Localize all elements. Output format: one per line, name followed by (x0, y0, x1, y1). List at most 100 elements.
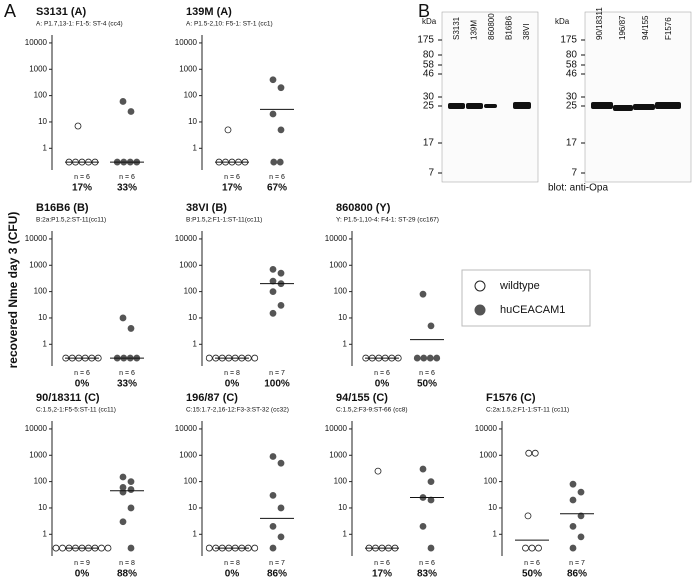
y-tick-label: 1000 (179, 260, 197, 269)
percent-label: 100% (264, 379, 290, 390)
n-label: n = 7 (269, 370, 285, 377)
y-tick-label: 10 (38, 117, 47, 126)
y-tick-label: 10 (38, 313, 47, 322)
percent-label: 0% (375, 379, 390, 390)
percent-label: 86% (567, 569, 587, 580)
data-point (577, 533, 585, 541)
legend-marker (474, 280, 486, 292)
y-tick-label: 1 (343, 529, 348, 538)
data-point (269, 544, 277, 552)
data-point (269, 265, 277, 273)
chart-title: B16B6 (B) (36, 202, 89, 214)
y-tick-label: 1 (493, 529, 498, 538)
kda-marker: 7 (571, 168, 577, 179)
percent-label: 33% (117, 183, 137, 194)
n-label: n = 6 (374, 370, 390, 377)
percent-label: 17% (72, 183, 92, 194)
panel-label: B (418, 1, 430, 21)
y-tick-label: 1 (43, 339, 48, 348)
data-point (251, 354, 259, 362)
y-tick-label: 1000 (179, 64, 197, 73)
blot-left (441, 11, 539, 183)
data-point (577, 512, 585, 520)
data-point (127, 108, 135, 115)
lane-label: 38VI (522, 24, 531, 40)
n-label: n = 6 (524, 560, 540, 567)
lane-label: S3131 (452, 16, 461, 40)
y-tick-label: 10 (338, 313, 347, 322)
n-label: n = 7 (269, 560, 285, 567)
data-point (270, 158, 278, 166)
y-tick-label: 10000 (175, 234, 198, 243)
data-point (251, 544, 259, 552)
data-point (119, 488, 127, 496)
y-tick-label: 10 (338, 503, 347, 512)
percent-label: 67% (267, 183, 287, 194)
percent-label: 0% (225, 379, 240, 390)
kda-marker: 80 (423, 50, 435, 61)
y-tick-label: 10 (38, 503, 47, 512)
data-point (420, 354, 428, 362)
y-tick-label: 10000 (475, 424, 498, 433)
chart-title: 860800 (Y) (336, 202, 391, 214)
data-point (59, 544, 66, 552)
y-tick-label: 1000 (179, 450, 197, 459)
data-point (119, 98, 127, 105)
kda-marker: 17 (566, 138, 578, 149)
data-point (98, 544, 105, 552)
y-tick-label: 10 (188, 117, 197, 126)
chart-subtitle: C:1.5,2-1:F5-5:ST-11 (cc11) (36, 407, 116, 414)
data-point (269, 288, 277, 296)
legend-label: wildtype (499, 280, 540, 292)
percent-label: 17% (372, 569, 392, 580)
y-tick-label: 10000 (175, 38, 198, 47)
kda-marker: 25 (423, 101, 435, 112)
n-label: n = 6 (74, 370, 90, 377)
n-label: n = 6 (74, 174, 90, 181)
percent-label: 0% (75, 569, 90, 580)
y-tick-label: 100 (184, 477, 198, 486)
data-point (119, 518, 127, 526)
data-point (522, 544, 529, 552)
data-point (525, 449, 533, 457)
lane-label: 90/18311 (595, 7, 604, 40)
chart-title: S3131 (A) (36, 6, 86, 18)
chart-title: 94/155 (C) (336, 392, 388, 404)
y-tick-label: 1 (193, 339, 198, 348)
n-label: n = 6 (119, 174, 135, 181)
data-point (426, 354, 434, 362)
percent-label: 86% (267, 569, 287, 580)
chart-subtitle: A: P1.5-2,10: F5-1: ST-1 (cc1) (186, 21, 273, 28)
data-point (531, 449, 539, 457)
kda-marker: 58 (423, 60, 435, 71)
n-label: n = 8 (119, 560, 135, 567)
kda-marker: 175 (560, 35, 577, 46)
lane-label: 196/87 (618, 15, 627, 40)
y-tick-label: 1 (343, 339, 348, 348)
data-point (269, 491, 277, 499)
n-label: n = 6 (269, 174, 285, 181)
y-tick-label: 10 (188, 503, 197, 512)
chart-subtitle: C:1.5,2:F3-9:ST-66 (cc8) (336, 407, 408, 414)
data-point (74, 122, 82, 130)
chart-subtitle: B:P1.5,2:F1-1:ST-11(cc11) (186, 217, 262, 224)
y-tick-label: 1 (193, 143, 198, 152)
data-point (104, 544, 112, 552)
y-tick-label: 10000 (25, 234, 48, 243)
percent-label: 50% (522, 569, 542, 580)
data-point (269, 309, 277, 317)
kda-marker: 80 (566, 50, 578, 61)
data-point (277, 504, 285, 512)
data-point (277, 459, 285, 467)
kda-marker: 30 (566, 92, 578, 103)
y-tick-label: 100 (334, 477, 348, 486)
y-tick-label: 100 (34, 287, 48, 296)
y-tick-label: 10000 (175, 424, 198, 433)
data-point (419, 465, 427, 473)
chart-title: 38VI (B) (186, 202, 227, 214)
y-tick-label: 1 (193, 529, 198, 538)
lane-label: B16B6 (505, 15, 514, 40)
y-tick-label: 100 (34, 91, 48, 100)
data-point (524, 512, 532, 520)
y-tick-label: 100 (184, 287, 198, 296)
